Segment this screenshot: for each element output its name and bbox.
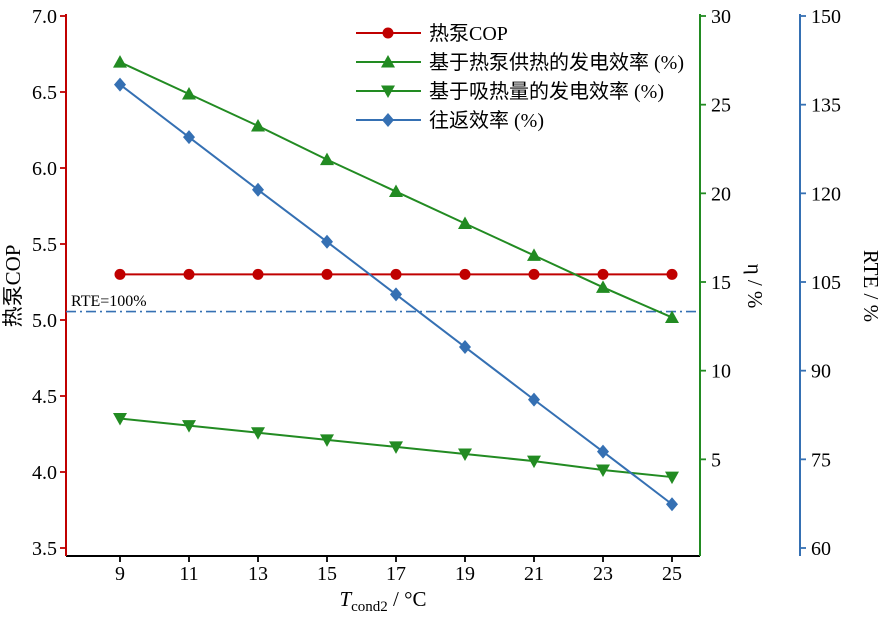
legend-label-rte: 往返效率 (%) bbox=[429, 109, 544, 132]
x-axis-title-subscript: cond2 bbox=[351, 599, 388, 615]
x-axis-tick-label: 19 bbox=[455, 563, 475, 585]
series-marker-rte bbox=[390, 287, 402, 302]
x-axis-tick-label: 23 bbox=[593, 563, 613, 585]
x-axis-title: Tcond2 / °C bbox=[339, 587, 426, 615]
series-marker-cop bbox=[597, 268, 609, 280]
series-marker-rte bbox=[183, 130, 195, 145]
left-axis-tick-label: 4.0 bbox=[32, 462, 57, 484]
eta-axis-tick-label: 30 bbox=[711, 6, 731, 28]
rte-axis-tick-label: 150 bbox=[811, 6, 841, 28]
series-marker-cop bbox=[252, 268, 264, 280]
legend-label-eta-abs: 基于吸热量的发电效率 (%) bbox=[429, 80, 664, 103]
legend-marker-eta-abs bbox=[381, 85, 395, 98]
series-marker-rte bbox=[597, 444, 609, 459]
x-axis-title-symbol: T bbox=[339, 587, 352, 611]
series-marker-eta-abs bbox=[113, 413, 127, 426]
series-marker-rte bbox=[321, 234, 333, 249]
chart-generated-layer: 9 11 13 15 17 19 21 23 25 3.5 4.0 4.5 5.0 5.5 6.0 6.5 7.… bbox=[32, 6, 841, 585]
legend-label-eta-hp: 基于热泵供热的发电效率 (%) bbox=[429, 51, 684, 74]
left-axis-tick-label: 5.5 bbox=[32, 234, 57, 256]
series-marker-eta-hp bbox=[320, 152, 334, 166]
series-marker-eta-hp bbox=[665, 310, 679, 323]
x-axis-tick-label: 21 bbox=[524, 563, 544, 585]
series-marker-eta-hp bbox=[389, 184, 403, 198]
series-marker-eta-hp bbox=[251, 118, 265, 132]
series-marker-eta-abs bbox=[320, 434, 334, 447]
rte-axis-tick-label: 75 bbox=[811, 449, 831, 471]
eta-axis-tick-label: 5 bbox=[711, 449, 721, 471]
legend-marker-cop bbox=[382, 27, 394, 39]
series-marker-eta-abs bbox=[665, 471, 679, 485]
series-marker-rte bbox=[666, 497, 678, 512]
x-axis-tick-label: 9 bbox=[115, 563, 125, 585]
series-marker-rte bbox=[252, 182, 264, 197]
left-axis-tick-label: 7.0 bbox=[32, 6, 57, 28]
series-marker-cop bbox=[459, 268, 471, 280]
series-marker-eta-hp bbox=[596, 280, 610, 293]
series-marker-rte bbox=[528, 392, 540, 407]
series-marker-cop bbox=[390, 268, 402, 280]
series-marker-rte bbox=[459, 340, 471, 355]
x-axis-title-unit: / °C bbox=[388, 587, 427, 611]
series-marker-eta-abs bbox=[458, 448, 472, 462]
rte-100-reference-label: RTE=100% bbox=[71, 293, 147, 310]
series-marker-eta-hp bbox=[182, 87, 196, 100]
series-marker-eta-abs bbox=[527, 455, 541, 469]
series-marker-cop bbox=[666, 268, 678, 280]
x-axis-tick-label: 15 bbox=[317, 563, 337, 585]
left-axis-title: 热泵COP bbox=[1, 245, 25, 328]
rte-axis-tick-label: 105 bbox=[811, 272, 841, 294]
series-marker-cop bbox=[321, 268, 333, 280]
left-axis-tick-label: 3.5 bbox=[32, 538, 57, 560]
left-axis-tick-label: 4.5 bbox=[32, 386, 57, 408]
series-marker-eta-hp bbox=[458, 216, 472, 229]
eta-axis-tick-label: 25 bbox=[711, 95, 731, 117]
eta-axis-tick-label: 15 bbox=[711, 272, 731, 294]
x-axis-tick-label: 17 bbox=[386, 563, 406, 585]
legend-marker-eta-hp bbox=[381, 55, 395, 68]
series-marker-eta-hp bbox=[527, 248, 541, 261]
series-marker-eta-abs bbox=[596, 464, 610, 477]
eta-axis-tick-label: 10 bbox=[711, 361, 731, 383]
eta-axis-title: η / % bbox=[743, 264, 767, 309]
series-marker-eta-abs bbox=[251, 427, 265, 440]
legend-label-cop: 热泵COP bbox=[429, 22, 508, 45]
series-marker-cop bbox=[528, 268, 540, 280]
eta-axis-tick-label: 20 bbox=[711, 183, 731, 205]
series-marker-eta-abs bbox=[389, 441, 403, 454]
left-axis-tick-label: 6.5 bbox=[32, 82, 57, 104]
rte-axis-tick-label: 60 bbox=[811, 538, 831, 560]
series-marker-cop bbox=[183, 268, 195, 280]
legend-marker-rte bbox=[382, 113, 394, 127]
rte-axis-tick-label: 135 bbox=[811, 95, 841, 117]
rte-axis-title: RTE / % bbox=[859, 250, 883, 322]
rte-axis-tick-label: 90 bbox=[811, 361, 831, 383]
left-axis-tick-label: 6.0 bbox=[32, 158, 57, 180]
series-marker-cop bbox=[114, 268, 126, 280]
series-marker-rte bbox=[114, 77, 126, 92]
x-axis-tick-label: 13 bbox=[248, 563, 268, 585]
left-axis-tick-label: 5.0 bbox=[32, 310, 57, 332]
series-marker-eta-abs bbox=[182, 420, 196, 433]
x-axis-tick-label: 25 bbox=[662, 563, 682, 585]
x-axis-tick-label: 11 bbox=[179, 563, 198, 585]
series-marker-eta-hp bbox=[113, 55, 127, 68]
rte-axis-tick-label: 120 bbox=[811, 183, 841, 205]
